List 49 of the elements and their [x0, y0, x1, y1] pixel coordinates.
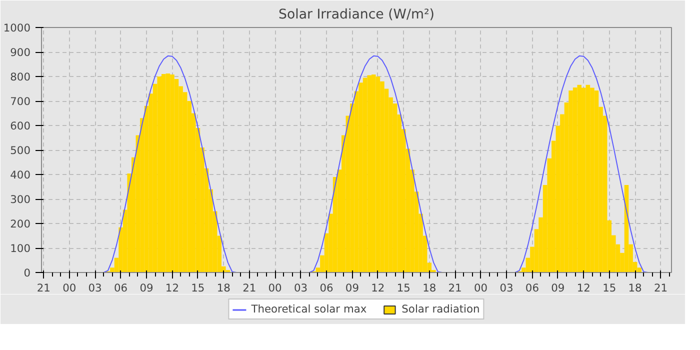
x-tick-label: 03: [500, 282, 514, 294]
bar: [572, 88, 578, 272]
legend-label: Theoretical solar max: [251, 302, 367, 316]
x-tick-label: 18: [628, 282, 642, 294]
x-tick-label: 15: [191, 282, 205, 294]
x-tick-label: 06: [114, 282, 128, 294]
x-tick-label: 21: [242, 282, 256, 294]
bar: [586, 84, 590, 272]
bar: [362, 78, 368, 272]
x-tick-label: 21: [448, 282, 462, 294]
x-tick-label: 21: [654, 282, 668, 294]
y-tick-label: 400: [10, 168, 31, 182]
chart-title: Solar Irradiance (W/m²): [278, 8, 434, 22]
x-tick-label: 00: [474, 282, 488, 294]
x-tick-label: 09: [345, 282, 360, 294]
x-tick-label: 09: [551, 282, 565, 294]
y-tick-label: 0: [24, 266, 31, 280]
bar: [376, 76, 380, 272]
x-tick-label: 15: [602, 282, 616, 294]
y-tick-label: 800: [10, 70, 31, 84]
y-tick-label: 1000: [3, 22, 31, 34]
y-tick-label: 300: [10, 193, 31, 206]
x-tick-label: 18: [422, 282, 436, 294]
x-tick-label: 03: [294, 282, 308, 294]
x-tick-label: 12: [165, 282, 179, 294]
x-tick-label: 00: [268, 282, 282, 294]
bar: [174, 78, 179, 272]
x-tick-label: 09: [140, 282, 154, 294]
x-tick-label: 06: [525, 282, 540, 294]
x-tick-label: 12: [371, 282, 385, 294]
bar: [170, 74, 174, 272]
y-tick-label: 700: [10, 95, 31, 108]
bar: [568, 90, 573, 272]
bar: [590, 88, 594, 272]
x-tick-label: 21: [36, 282, 50, 294]
bar: [594, 90, 599, 272]
y-tick-label: 600: [10, 120, 31, 132]
x-tick-label: 03: [88, 282, 102, 294]
legend-label: Solar radiation: [402, 302, 480, 316]
x-tick-label: 18: [216, 282, 231, 294]
x-tick-label: 06: [320, 282, 334, 294]
x-tick-label: 15: [396, 282, 410, 294]
x-tick-label: 00: [62, 282, 76, 294]
y-tick-label: 100: [10, 242, 31, 255]
x-tick-label: 12: [576, 282, 590, 294]
y-tick-label: 900: [10, 46, 31, 59]
y-tick-label: 200: [10, 218, 31, 230]
bar: [166, 74, 170, 272]
y-tick-label: 500: [10, 144, 31, 157]
